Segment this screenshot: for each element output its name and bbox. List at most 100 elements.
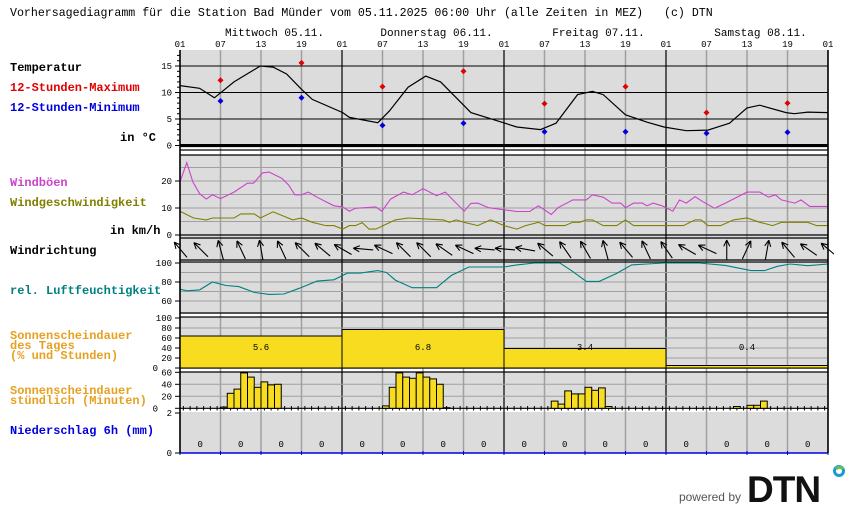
label-humidity: rel. Luftfeuchtigkeit	[10, 284, 161, 298]
precip-value: 0	[765, 440, 770, 450]
sun-hour-bar	[746, 404, 755, 409]
wind-arrow-icon	[723, 239, 731, 260]
sun-hour-bar	[429, 378, 437, 409]
wind-speed-line	[179, 210, 828, 230]
sun-hour-bar	[557, 403, 566, 409]
wind-arrow-icon	[741, 240, 752, 260]
wind-arrow-icon	[454, 244, 474, 255]
gusts-line	[179, 160, 828, 216]
axis-tick-label: 0	[167, 231, 172, 241]
sun-hour-bar	[226, 392, 235, 409]
wind-arrow-icon	[276, 240, 287, 260]
left-legend: Temperatur 12-Stunden-Maximum 12-Stunden…	[10, 61, 161, 438]
dtn-logo-text: DTN	[747, 469, 820, 510]
wind-arrow-icon	[799, 243, 818, 256]
day-label: Freitag 07.11.	[552, 28, 644, 40]
sun-day-bar	[179, 335, 343, 369]
min-temp-marker	[298, 94, 305, 101]
sun-hour-bar	[584, 386, 593, 409]
sun-hour-bar	[422, 376, 431, 409]
max-temp-marker	[217, 77, 224, 84]
precip-value: 0	[522, 440, 527, 450]
wind-arrow-icon	[333, 243, 352, 255]
wind-arrow-icon	[353, 245, 374, 253]
precip-value: 0	[360, 440, 365, 450]
label-temperature: Temperatur	[10, 61, 82, 75]
sun-hour-bar	[571, 393, 579, 409]
sun-hour-bar	[753, 404, 761, 409]
sun-hour-bar	[382, 405, 390, 409]
sun-hour-bar	[598, 387, 606, 409]
sun-day-label: 6.8	[415, 343, 431, 353]
hour-label: 01	[823, 40, 834, 50]
axis-tick-label: 0	[167, 142, 172, 152]
axis-tick-label: 10	[161, 204, 172, 214]
hour-label: 19	[782, 40, 793, 50]
sun-hour-bar	[760, 400, 768, 409]
min-temp-marker	[703, 130, 710, 137]
label-gusts: Windböen	[10, 176, 68, 190]
precip-value: 0	[400, 440, 405, 450]
wind-arrow-icon	[395, 242, 411, 258]
min-temp-marker	[460, 120, 467, 127]
precip-value: 0	[319, 440, 324, 450]
label-wind-unit: in km/h	[110, 224, 160, 238]
hour-label: 19	[620, 40, 631, 50]
hour-label: 13	[418, 40, 429, 50]
diagram-title: Vorhersagediagramm für die Station Bad M…	[10, 7, 713, 20]
hour-label: 19	[296, 40, 307, 50]
sun-hour-bar	[247, 376, 255, 409]
precip-value: 0	[279, 440, 284, 450]
hour-label: 01	[175, 40, 186, 50]
day-label: Samstag 08.11.	[714, 28, 806, 40]
axis-tick-label: 5	[167, 115, 172, 125]
label-min12: 12-Stunden-Minimum	[10, 101, 140, 115]
wind-arrow-icon	[559, 241, 572, 259]
axis-tick-label: 15	[161, 62, 172, 72]
wind-arrow-icon	[416, 242, 432, 258]
wind-arrow-icon	[781, 241, 795, 258]
axis-tick-label: 60	[161, 297, 172, 307]
precip-value: 0	[603, 440, 608, 450]
wind-arrow-icon	[579, 240, 591, 259]
axis-tick-label: 20	[161, 354, 172, 364]
hour-label: 13	[742, 40, 753, 50]
max-temp-marker	[622, 83, 629, 90]
label-temp-unit: in °C	[120, 131, 156, 145]
hour-label: 13	[256, 40, 267, 50]
max-temp-marker	[379, 83, 386, 90]
wind-arrow-icon	[515, 245, 536, 252]
sun-hour-bar	[442, 407, 451, 409]
wind-arrow-icon	[236, 240, 246, 260]
axis-tick-label: 40	[161, 344, 172, 354]
humidity-line	[179, 262, 829, 295]
precip-value: 0	[238, 440, 243, 450]
axis-tick-label: 0	[153, 404, 158, 414]
sun-hour-bar	[604, 406, 613, 409]
label-sun-hour-2: stündlich (Minuten)	[10, 394, 147, 408]
wind-arrow-icon	[660, 241, 673, 259]
logo-ring-green-icon	[834, 465, 845, 471]
axis-tick-label: 80	[161, 278, 172, 288]
sun-hour-bar	[591, 389, 599, 409]
axis-tick-label: 20	[161, 392, 172, 402]
sun-hour-bar	[577, 393, 586, 409]
sun-day-label: 0.4	[739, 343, 755, 353]
label-sun-day-2: des Tages	[10, 339, 75, 353]
sun-hour-bar	[253, 386, 262, 409]
wind-arrow-icon	[373, 244, 393, 255]
min-temp-marker	[622, 128, 629, 135]
hour-label: 19	[458, 40, 469, 50]
precip-value: 0	[684, 440, 689, 450]
dtn-logo: powered by DTN	[679, 465, 845, 510]
hour-label: 01	[661, 40, 672, 50]
axis-tick-label: 60	[161, 368, 172, 378]
sun-hour-bar	[395, 372, 404, 409]
label-wind-direction: Windrichtung	[10, 244, 96, 258]
wind-arrow-icon	[697, 244, 717, 255]
wind-arrow-icon	[294, 242, 310, 258]
wind-arrow-icon	[678, 243, 697, 255]
sun-hour-bar	[240, 372, 248, 409]
hour-label: 07	[377, 40, 388, 50]
